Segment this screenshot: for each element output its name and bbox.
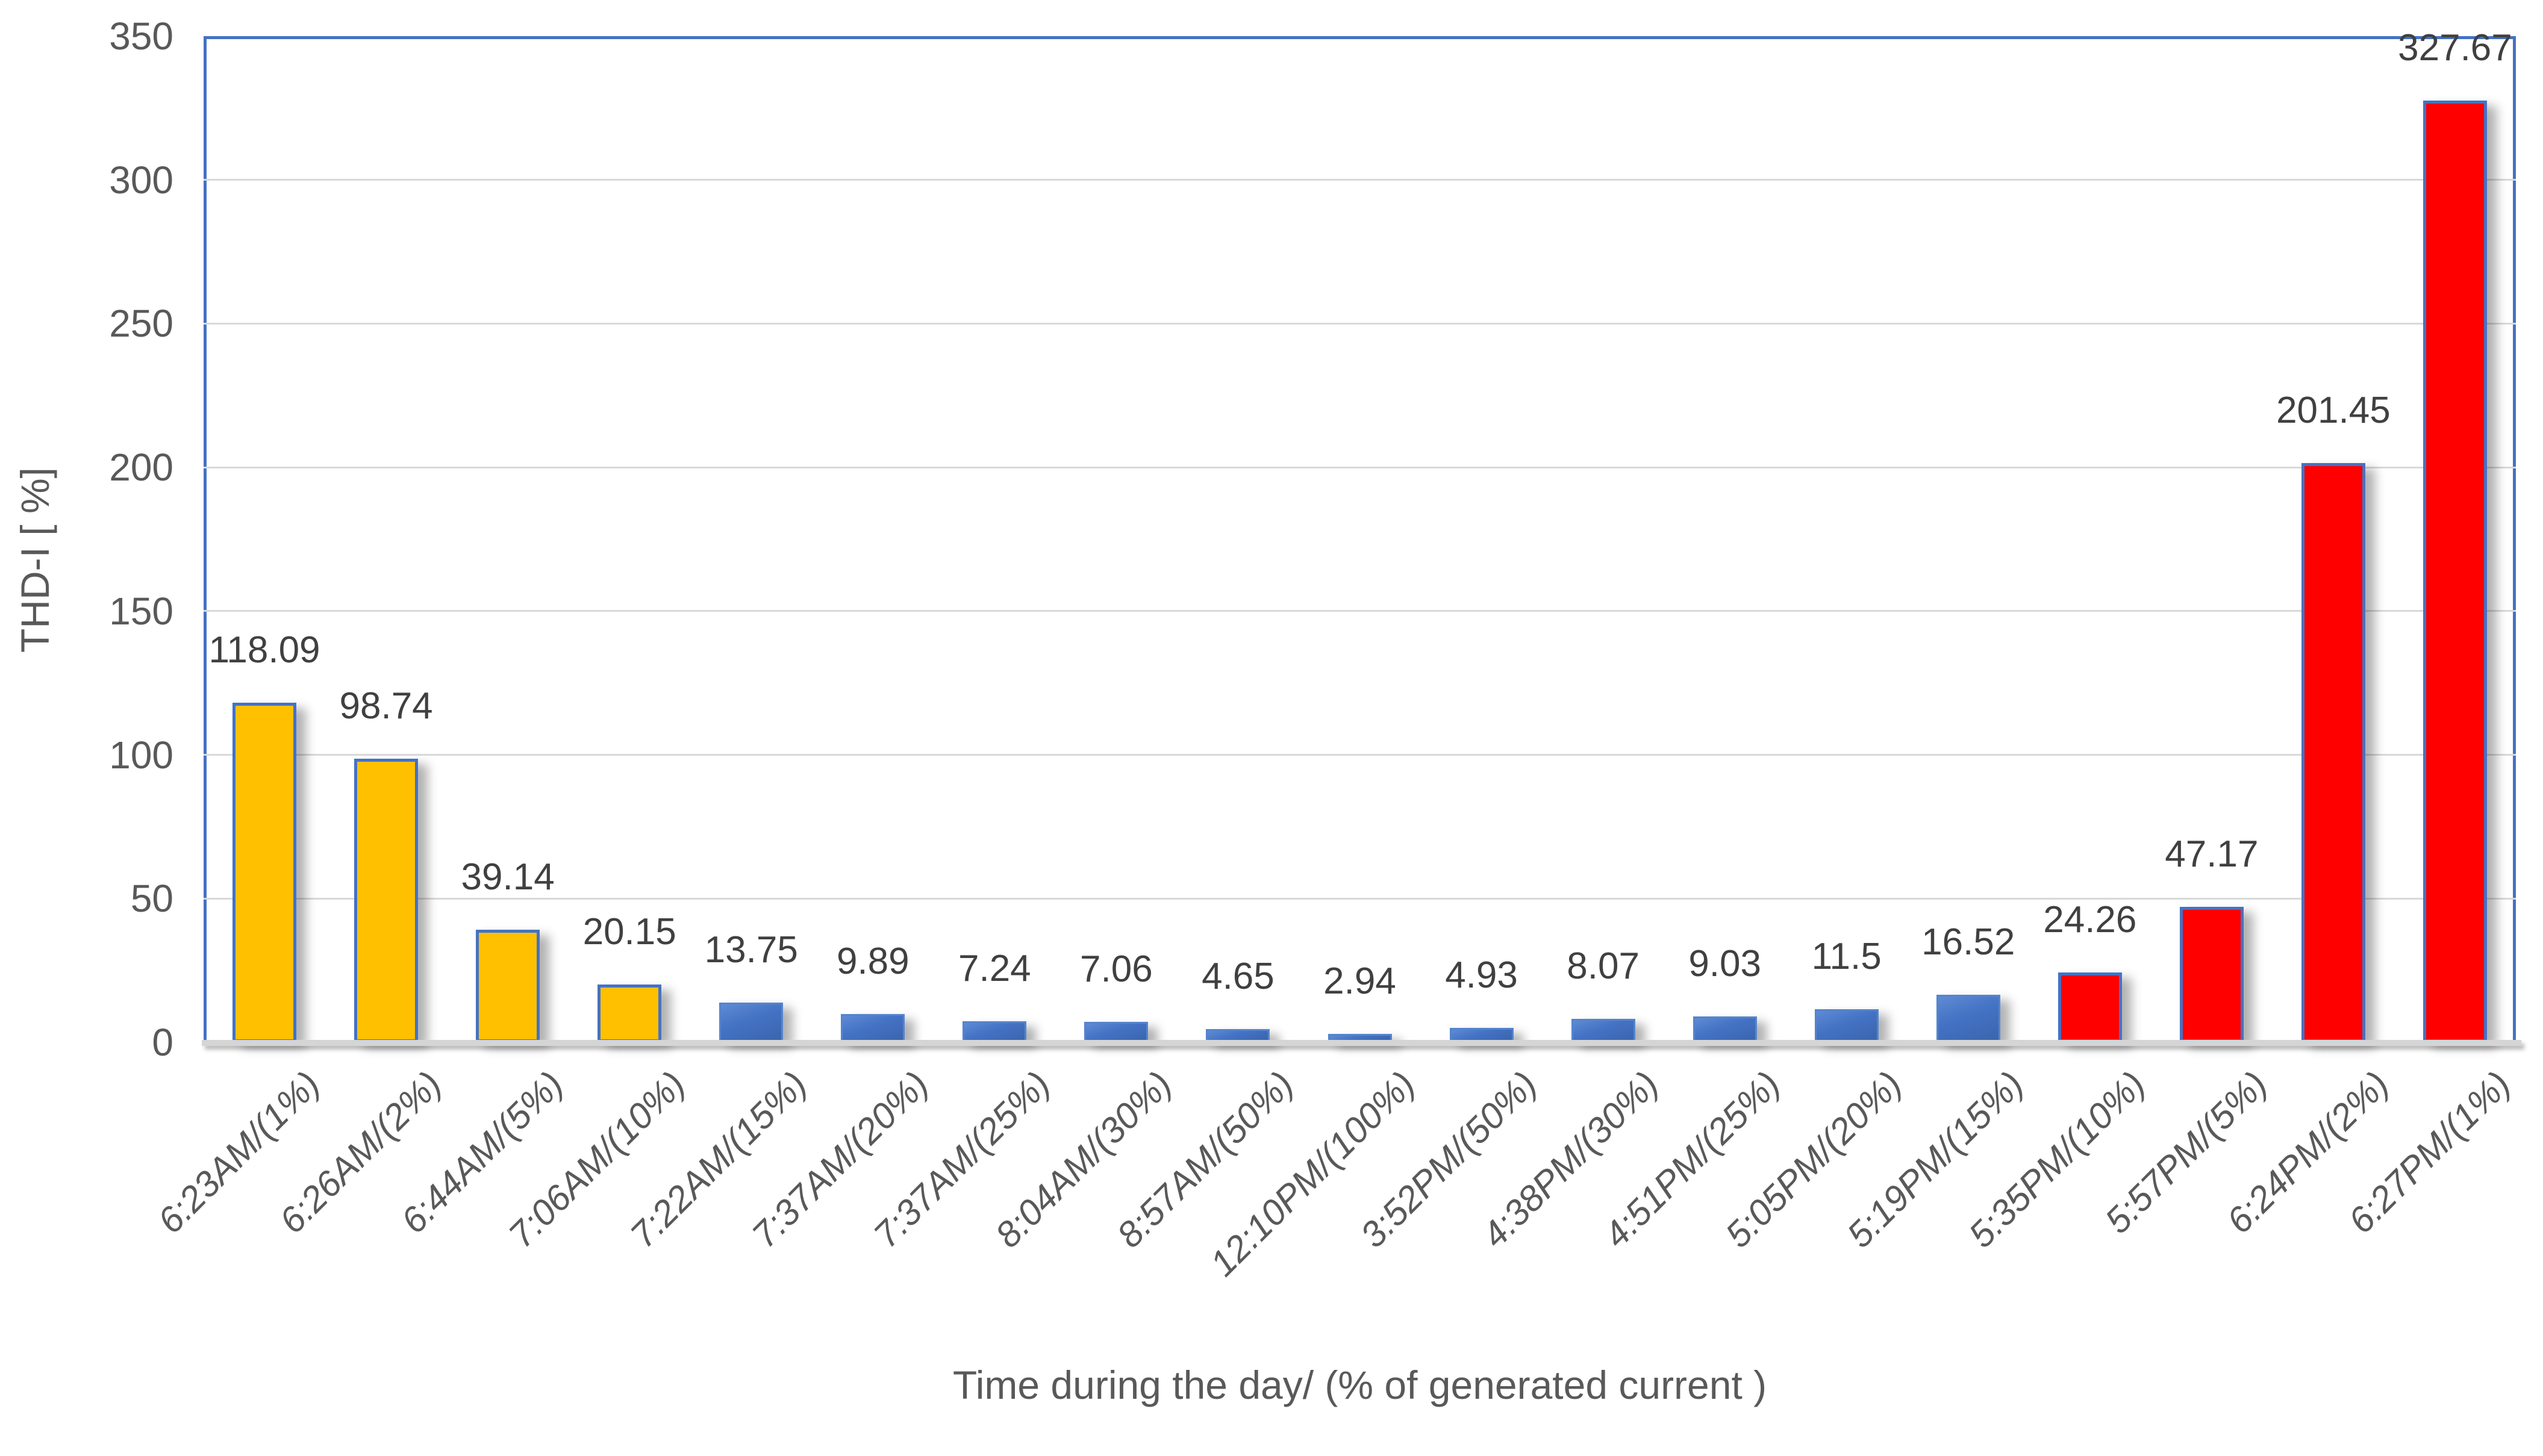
- y-axis-tick-label: 250: [109, 302, 173, 346]
- bar: [2423, 100, 2487, 1042]
- bar-value-label: 9.03: [1688, 942, 1761, 985]
- bar-value-label: 7.06: [1080, 948, 1153, 991]
- bar: [1571, 1019, 1635, 1042]
- y-axis-tick-label: 200: [109, 446, 173, 490]
- bar-value-label: 201.45: [2276, 390, 2391, 432]
- y-axis-tick-label: 50: [130, 877, 173, 921]
- bar-value-label: 118.09: [208, 629, 320, 671]
- gridline: [204, 179, 2516, 181]
- bar-value-label: 7.24: [958, 948, 1031, 990]
- bar: [1936, 995, 2000, 1042]
- bar-value-label: 327.67: [2398, 26, 2512, 69]
- bar: [841, 1013, 905, 1042]
- y-axis-tick-label: 150: [109, 589, 173, 633]
- gridline: [204, 466, 2516, 468]
- bar: [719, 1003, 784, 1042]
- bar: [232, 703, 297, 1042]
- bar: [2058, 972, 2122, 1042]
- bar-value-label: 20.15: [582, 910, 676, 953]
- bar: [1814, 1009, 1879, 1042]
- gridline: [204, 897, 2516, 900]
- bar-value-label: 98.74: [339, 685, 433, 727]
- y-axis-tick-label: 100: [109, 733, 173, 777]
- bar: [2179, 906, 2244, 1042]
- bar-value-label: 47.17: [2165, 833, 2259, 875]
- gridline: [204, 610, 2516, 612]
- bar-value-label: 8.07: [1567, 945, 1640, 988]
- bar: [598, 984, 662, 1042]
- bar-value-label: 24.26: [2043, 899, 2137, 941]
- bar-value-label: 13.75: [704, 929, 798, 971]
- gridline: [204, 322, 2516, 325]
- gridline: [204, 754, 2516, 756]
- bar: [1084, 1022, 1149, 1042]
- x-axis-line: [202, 1040, 2521, 1046]
- y-axis-tick-label: 300: [109, 158, 173, 202]
- bar-value-label: 2.94: [1323, 960, 1396, 1002]
- y-axis-tick-label: 350: [109, 14, 173, 58]
- bar: [476, 930, 540, 1042]
- bar-value-label: 16.52: [1921, 921, 2015, 963]
- bar: [1693, 1016, 1757, 1042]
- bar-value-label: 9.89: [836, 940, 910, 982]
- bar: [963, 1021, 1027, 1042]
- bar: [354, 758, 419, 1042]
- bar: [2301, 463, 2365, 1042]
- bar-value-label: 4.65: [1202, 955, 1275, 997]
- x-axis-title: Time during the day/ (% of generated cur…: [952, 1363, 1767, 1407]
- y-axis-tick-label: 0: [152, 1021, 173, 1064]
- bar-value-label: 11.5: [1811, 936, 1882, 978]
- bar-value-label: 4.93: [1445, 954, 1518, 997]
- x-axis-tick-label: 12:10PM/(100%): [1202, 1063, 1423, 1284]
- bar-value-label: 39.14: [461, 856, 555, 898]
- plot-area: [204, 36, 2516, 1042]
